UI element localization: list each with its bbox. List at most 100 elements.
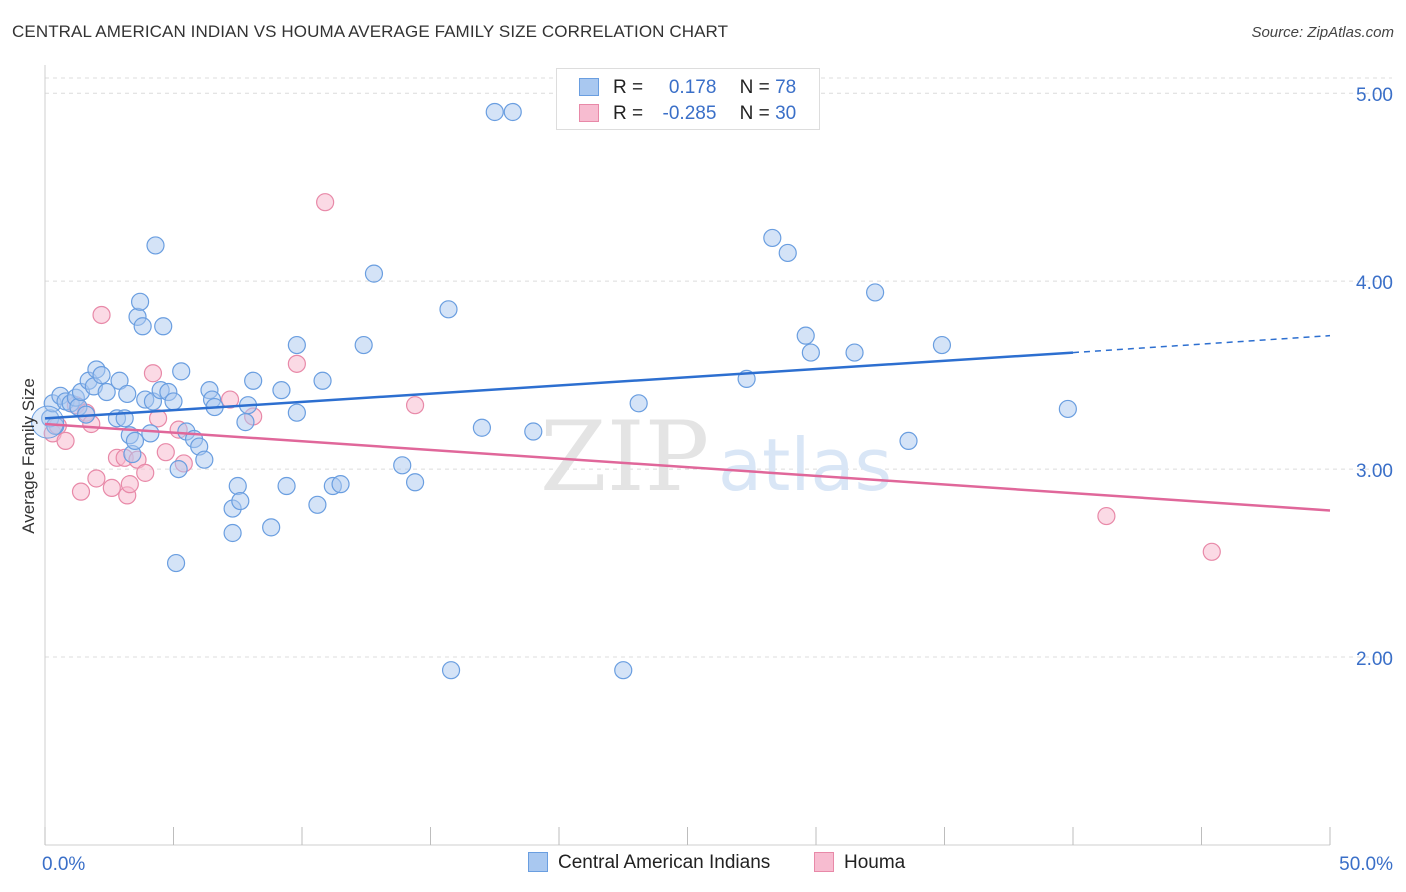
central-american-indians-point (262, 518, 281, 537)
source-credit: Source: ZipAtlas.com (1251, 24, 1394, 41)
y-tick-label: 4.00 (1356, 273, 1393, 294)
houma-point (92, 305, 111, 325)
central-american-indians-point (778, 243, 797, 263)
houma-point (56, 431, 75, 451)
central-american-indians-point (313, 371, 332, 390)
central-american-indians-point (169, 459, 188, 479)
legend-r-value: -0.285 (662, 103, 717, 124)
central-american-indians-points (31, 102, 1077, 680)
central-american-indians-point (899, 431, 918, 451)
legend-label: Houma (844, 852, 906, 873)
central-american-indians-point (141, 424, 160, 443)
grid-lines (45, 77, 1392, 658)
central-american-indians-point (287, 403, 306, 422)
legend-item-central-american-indians: Central American Indians (528, 852, 770, 874)
central-american-indians-point (231, 491, 250, 511)
central-american-indians-point (845, 343, 864, 362)
houma-point (71, 482, 91, 501)
central-american-indians-point (146, 236, 165, 255)
central-american-indians-point (524, 422, 543, 441)
houma-point (405, 396, 425, 415)
legend-r-label: R = (613, 77, 644, 98)
central-american-indians-point (236, 413, 255, 432)
blue-swatch (579, 78, 599, 96)
houma-point (156, 443, 175, 462)
central-american-indians-point (393, 456, 412, 475)
central-american-indians-point (796, 326, 815, 345)
houma-point (120, 475, 139, 494)
central-american-indians-point (166, 553, 186, 573)
central-american-indians-point (485, 102, 504, 122)
central-american-indians-point (1058, 399, 1077, 419)
central-american-indians-point (405, 473, 425, 492)
blue-swatch (528, 852, 548, 872)
houma-point (87, 469, 106, 488)
legend-label: Central American Indians (558, 852, 771, 873)
central-american-indians-point (130, 292, 150, 311)
central-american-indians-point (154, 317, 173, 336)
central-american-indians-point (439, 300, 458, 319)
axes (44, 65, 1331, 846)
central-american-indians-point (272, 381, 291, 400)
central-american-indians-point-large (31, 405, 65, 439)
stats-legend: R = 0.178 N = 78 R = -0.285 N = 30 (556, 68, 820, 130)
x-tick-label-max: 50.0% (1339, 854, 1393, 875)
central-american-indians-point (277, 476, 296, 496)
legend-row-blue: R = 0.178 N = 78 (579, 77, 796, 99)
central-american-indians-point (763, 228, 782, 248)
legend-n-value: 78 (775, 77, 797, 98)
tick-labels: 2.00 3.00 4.00 5.00 0.0% 50.0% (42, 85, 1393, 875)
central-american-indians-point (441, 661, 461, 680)
houma-point (136, 463, 155, 482)
legend-row-pink: R = -0.285 N = 30 (579, 103, 796, 125)
central-american-indians-point (866, 283, 885, 302)
central-american-indians-point (118, 384, 137, 404)
houma-point (1097, 506, 1116, 526)
central-american-indians-point (614, 661, 633, 680)
y-tick-label: 5.00 (1356, 85, 1393, 106)
legend-item-houma: Houma (814, 852, 905, 874)
houma-point (143, 364, 163, 383)
legend-r-label: R = (613, 103, 644, 124)
central-american-indians-point (472, 418, 491, 437)
pink-swatch (814, 852, 834, 872)
houma-point (1202, 542, 1221, 561)
houma-point (316, 193, 335, 212)
y-tick-label: 3.00 (1356, 461, 1393, 482)
y-axis-label: Average Family Size (19, 378, 38, 534)
central-american-indians-point (287, 335, 306, 355)
blue-trend-extension (1072, 334, 1331, 354)
blue-trend-line (44, 351, 1074, 420)
central-american-indians-point (228, 476, 247, 496)
x-tick-label-min: 0.0% (42, 854, 85, 875)
central-american-indians-point (133, 317, 152, 336)
y-tick-label: 2.00 (1356, 649, 1393, 670)
central-american-indians-point (331, 475, 350, 494)
central-american-indians-point (97, 382, 116, 402)
central-american-indians-point (244, 371, 263, 390)
legend-r-value: 0.178 (668, 77, 717, 98)
watermark-atlas: atlas (718, 423, 892, 507)
houma-point (220, 390, 240, 409)
pink-trend-line (44, 422, 1331, 512)
central-american-indians-point (503, 102, 522, 122)
pink-swatch (579, 104, 599, 122)
central-american-indians-point (629, 394, 648, 413)
legend-n-value: 30 (775, 103, 797, 124)
chart-title: CENTRAL AMERICAN INDIAN VS HOUMA AVERAGE… (12, 22, 729, 41)
houma-point (148, 409, 168, 428)
legend-n-label: N = (739, 103, 770, 124)
central-american-indians-point (164, 392, 183, 411)
houma-point (287, 354, 306, 373)
central-american-indians-point (801, 343, 820, 362)
central-american-indians-point (92, 366, 111, 385)
central-american-indians-point (354, 335, 373, 355)
legend-n-label: N = (739, 77, 770, 98)
central-american-indians-point (125, 431, 145, 451)
central-american-indians-point (172, 362, 191, 381)
central-american-indians-point (308, 495, 327, 514)
central-american-indians-point (932, 335, 952, 355)
central-american-indians-point (364, 264, 384, 283)
houma-point (102, 478, 121, 497)
